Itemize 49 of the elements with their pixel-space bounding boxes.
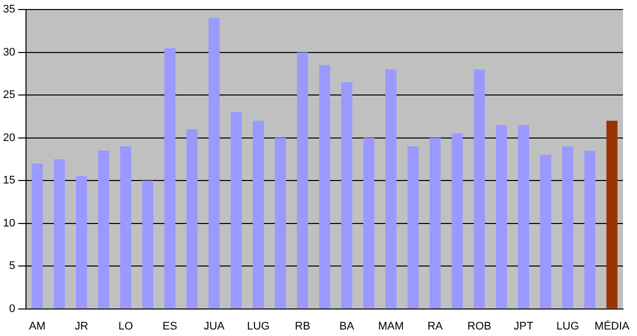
x-tick-label: ROB <box>467 320 492 332</box>
bar <box>274 138 286 308</box>
bar <box>518 125 530 308</box>
y-tick-label: 10 <box>2 217 16 230</box>
bar <box>606 120 618 308</box>
x-tick-label: MAM <box>378 320 404 332</box>
x-tick-label: JR <box>74 320 88 332</box>
y-tick-label: 35 <box>2 4 16 16</box>
x-tick-label: RB <box>294 320 310 332</box>
bar <box>296 52 308 308</box>
bar <box>319 65 330 308</box>
y-tick-label: 15 <box>2 174 16 187</box>
bar <box>120 146 132 308</box>
x-tick-label: LO <box>118 320 134 332</box>
y-tick-label: 20 <box>2 132 16 144</box>
y-tick-label: 5 <box>9 260 16 272</box>
bar <box>562 146 574 308</box>
y-tick-label: 25 <box>2 89 16 102</box>
bar <box>474 69 485 308</box>
x-tick-label: LUG <box>556 320 580 332</box>
bar <box>496 125 507 308</box>
x-tick-label: MÉDIA <box>594 319 630 332</box>
bar <box>540 154 552 308</box>
bar <box>98 150 110 308</box>
bar <box>363 138 374 308</box>
bar <box>452 134 463 308</box>
x-tick-label: JUA <box>204 320 226 332</box>
bar <box>341 82 352 308</box>
x-tick-label: JPT <box>514 320 534 332</box>
bar <box>54 159 65 308</box>
y-tick-label: 30 <box>2 46 16 58</box>
x-tick-label: AM <box>29 320 46 332</box>
y-tick-label: 0 <box>9 302 16 315</box>
bar <box>584 150 596 308</box>
bar <box>230 112 242 308</box>
bar <box>252 120 264 308</box>
bar <box>186 129 198 308</box>
bar <box>142 180 154 308</box>
x-tick-label: ES <box>162 320 178 332</box>
x-tick-label: LUG <box>247 320 270 332</box>
bar <box>76 176 88 308</box>
bar <box>164 48 176 308</box>
x-tick-label: BA <box>339 320 355 332</box>
bar <box>408 146 419 308</box>
bar <box>430 138 441 308</box>
x-tick-label: RA <box>427 320 444 332</box>
bar <box>385 69 396 308</box>
bar <box>208 18 220 308</box>
bar <box>32 163 43 308</box>
